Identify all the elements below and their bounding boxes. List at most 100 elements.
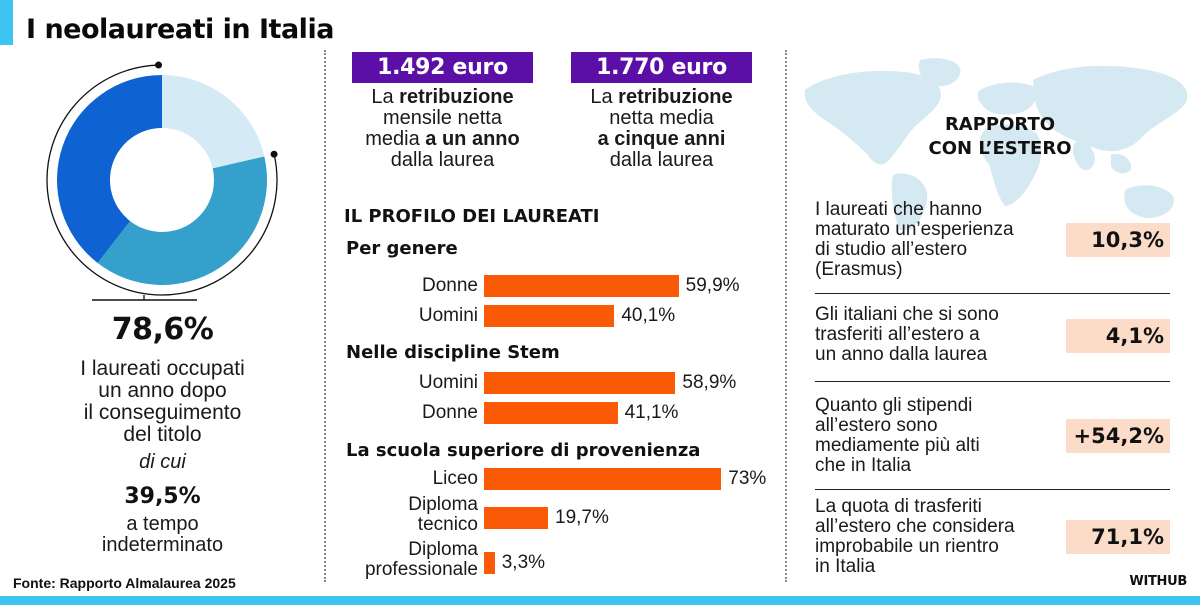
text-bold: a un anno [425, 128, 520, 150]
text: mensile netta [383, 107, 502, 129]
description-line: indeterminato [101, 534, 224, 556]
column-divider-left [324, 50, 326, 582]
estero-stat-value: 10,3% [1066, 223, 1170, 257]
salary-description: La retribuzione mensile netta media a un… [352, 87, 533, 171]
bar-value-label: 59,9% [685, 275, 740, 296]
estero-separator [815, 293, 1170, 294]
continent-shape [1124, 185, 1174, 218]
employment-rate-description: I laureati occupati un anno dopo il cons… [0, 358, 325, 446]
bar [484, 305, 615, 327]
permanent-contract-value: 39,5% [124, 484, 201, 509]
page-title: I neolaureati in Italia [26, 14, 334, 45]
title-line: RAPPORTO [944, 114, 1056, 135]
salary-card-five-years: 1.770 euro La retribuzione netta media a… [571, 52, 752, 171]
bar-value-label: 19,7% [555, 507, 609, 528]
bar-value-label: 41,1% [624, 402, 679, 423]
bar-value-label: 73% [728, 468, 767, 489]
text-bold: a cinque anni [597, 128, 726, 150]
bar-row: Diploma tecnico 19,7% [330, 495, 790, 535]
bar-group-title: La scuola superiore di provenienza [346, 440, 701, 461]
employment-donut-chart [46, 61, 278, 301]
continent-shape [1072, 141, 1095, 171]
estero-stat-description: Gli italiani che si sono trasferiti all’e… [815, 304, 999, 365]
bar-group-title: Nelle discipline Stem [346, 342, 560, 363]
accent-bar [0, 0, 13, 45]
occupati-bracket-arc [46, 64, 278, 296]
description-line: a tempo [126, 513, 199, 535]
text: netta media [609, 107, 714, 129]
text: La [371, 86, 400, 108]
bar-group-title: Per genere [346, 238, 458, 259]
donut-slice [97, 156, 267, 286]
estero-separator [815, 489, 1170, 490]
estero-separator [815, 381, 1170, 382]
estero-stat-description: Quanto gli stipendi all’estero sono mediam… [815, 395, 980, 476]
text: media [365, 128, 426, 150]
estero-stat-description: La quota di trasferiti all’estero che con… [815, 496, 1015, 577]
bar-row: Uomini 58,9% [330, 372, 790, 394]
estero-stat-description: I laureati che hanno maturato un’esperien… [815, 199, 1014, 280]
bar-row: Diploma professionale 3,3% [330, 540, 790, 580]
brand-logo: WITHUB [1129, 574, 1187, 589]
description-line: un anno dopo [98, 379, 227, 402]
estero-stat-value: 4,1% [1066, 319, 1170, 353]
bar-label: Donne [422, 275, 478, 296]
bar [484, 552, 495, 574]
bar-value-label: 3,3% [501, 552, 546, 573]
bar [484, 275, 679, 297]
bar-row: Uomini 40,1% [330, 305, 790, 327]
text: La [590, 86, 619, 108]
bar-row: Donne 59,9% [330, 275, 790, 297]
bar-label: Uomini [418, 305, 478, 326]
bottom-bar [0, 596, 1200, 605]
employment-rate-value: 78,6% [111, 312, 214, 347]
profile-section-title: IL PROFILO DEI LAUREATI [344, 206, 600, 227]
bar-label: Donne [422, 402, 478, 423]
bracket-end-dot [155, 61, 163, 69]
continent-shape [1111, 153, 1132, 174]
world-map-background [804, 58, 1188, 230]
salary-card-one-year: 1.492 euro La retribuzione mensile netta… [352, 52, 533, 171]
continent-shape [918, 58, 961, 87]
continent-shape [1033, 65, 1188, 152]
bracket-end-dot [270, 150, 278, 158]
description-line: del titolo [123, 423, 202, 446]
bar-value-label: 58,9% [682, 372, 737, 393]
bar-label: Uomini [418, 372, 478, 393]
column-divider-right [785, 50, 787, 582]
salary-amount: 1.492 euro [352, 52, 533, 83]
continent-shape [979, 124, 1042, 206]
estero-section-title: RAPPORTO CON L’ESTERO [880, 113, 1120, 161]
continent-shape [891, 173, 928, 230]
permanent-contract-description: a tempo indeterminato [0, 514, 325, 556]
estero-stat-value: 71,1% [1066, 520, 1170, 554]
donut-slice [162, 75, 265, 169]
text: dalla laurea [390, 149, 495, 171]
continent-shape [977, 82, 1037, 115]
estero-stat-value: +54,2% [1066, 419, 1170, 453]
salary-amount: 1.770 euro [571, 52, 752, 83]
bar-value-label: 40,1% [621, 305, 676, 326]
bar-row: Liceo 73% [330, 468, 790, 490]
bar-label: Diploma professionale [364, 539, 478, 580]
title-line: CON L’ESTERO [928, 138, 1072, 159]
salary-description: La retribuzione netta media a cinque ann… [571, 87, 752, 171]
bar [484, 468, 722, 490]
di-cui-label: di cui [139, 451, 186, 473]
bar [484, 402, 618, 424]
description-line: il conseguimento [83, 401, 242, 424]
text-bold: retribuzione [618, 86, 733, 108]
estero-stat: La quota di trasferiti all’estero che con… [815, 497, 1170, 577]
bar [484, 507, 549, 529]
bar-row: Donne 41,1% [330, 402, 790, 424]
continent-shape [804, 70, 941, 165]
source-note: Fonte: Rapporto Almalaurea 2025 [13, 575, 236, 591]
estero-stat: Quanto gli stipendi all’estero sono mediam… [815, 396, 1170, 476]
description-line: I laureati occupati [80, 357, 245, 380]
donut-slice [56, 75, 162, 263]
estero-stat: I laureati che hanno maturato un’esperien… [815, 200, 1170, 280]
estero-stat: Gli italiani che si sono trasferiti all’e… [815, 305, 1170, 365]
bar [484, 372, 676, 394]
text: dalla laurea [609, 149, 714, 171]
bar-label: Liceo [432, 468, 478, 489]
